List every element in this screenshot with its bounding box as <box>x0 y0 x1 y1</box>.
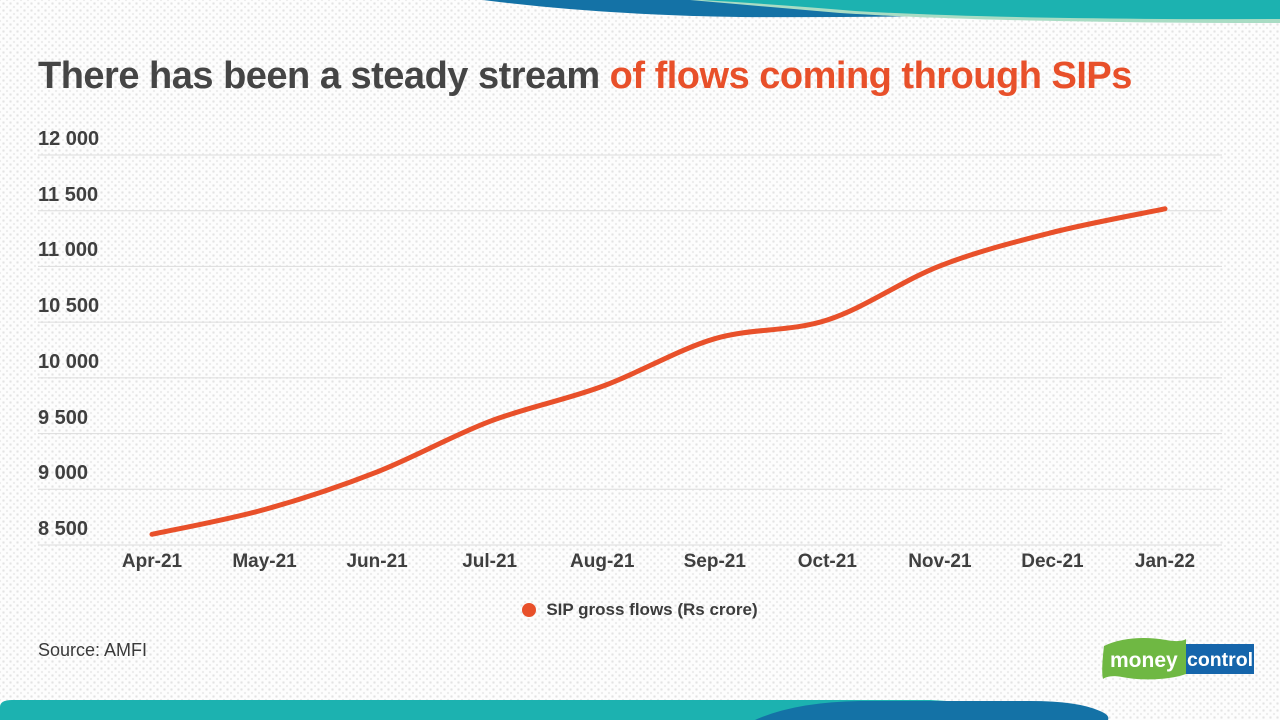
moneycontrol-logo: money control <box>1098 633 1258 683</box>
y-tick-label: 8 500 <box>38 518 89 540</box>
y-tick-label: 10 000 <box>38 350 100 373</box>
legend-marker-icon <box>522 603 537 617</box>
logo-text-control: control <box>1187 649 1253 671</box>
y-tick-label: 10 500 <box>38 295 100 318</box>
chart-legend: SIP gross flows (Rs crore) <box>0 600 1280 620</box>
top-wave-decoration <box>483 0 1280 23</box>
x-tick-label: Sep-21 <box>683 551 746 572</box>
x-tick-label: Jul-21 <box>462 551 518 572</box>
x-tick-label: Jan-22 <box>1134 551 1196 572</box>
page-title-highlight: of flows coming through SIPs <box>599 55 1133 97</box>
logo-control-box <box>1184 644 1254 674</box>
sip-flows-line-series <box>149 206 1168 537</box>
y-tick-label: 12 000 <box>38 128 100 150</box>
x-tick-label: Apr-21 <box>121 551 183 572</box>
logo-text-money: money <box>1110 649 1178 672</box>
bottom-wave-decoration <box>0 700 1109 720</box>
x-tick-label: Aug-21 <box>570 551 635 572</box>
legend-label: SIP gross flows (Rs crore) <box>546 600 758 619</box>
logo-money-flag <box>1102 638 1186 680</box>
y-tick-label: 11 000 <box>38 239 99 262</box>
source-note: Source: AMFI <box>38 640 148 660</box>
x-tick-label: Dec-21 <box>1021 551 1084 572</box>
y-tick-label: 11 500 <box>38 183 99 206</box>
y-tick-label: 9 000 <box>38 462 89 485</box>
page-title-plain: There has been a steady stream <box>38 55 600 97</box>
x-tick-label: May-21 <box>232 551 297 572</box>
bottom-wave-teal-shape <box>0 700 1005 720</box>
page-title: There has been a steady stream of flows … <box>38 55 1133 98</box>
x-tick-label: Jun-21 <box>346 551 408 572</box>
x-tick-label: Oct-21 <box>797 551 857 572</box>
x-tick-label: Nov-21 <box>908 551 972 572</box>
top-wave-teal-shape <box>702 0 1280 20</box>
bottom-wave-blue-shape <box>755 701 1109 720</box>
y-tick-label: 9 500 <box>38 406 89 429</box>
moneycontrol-logo-graphic: money control <box>1102 638 1254 680</box>
